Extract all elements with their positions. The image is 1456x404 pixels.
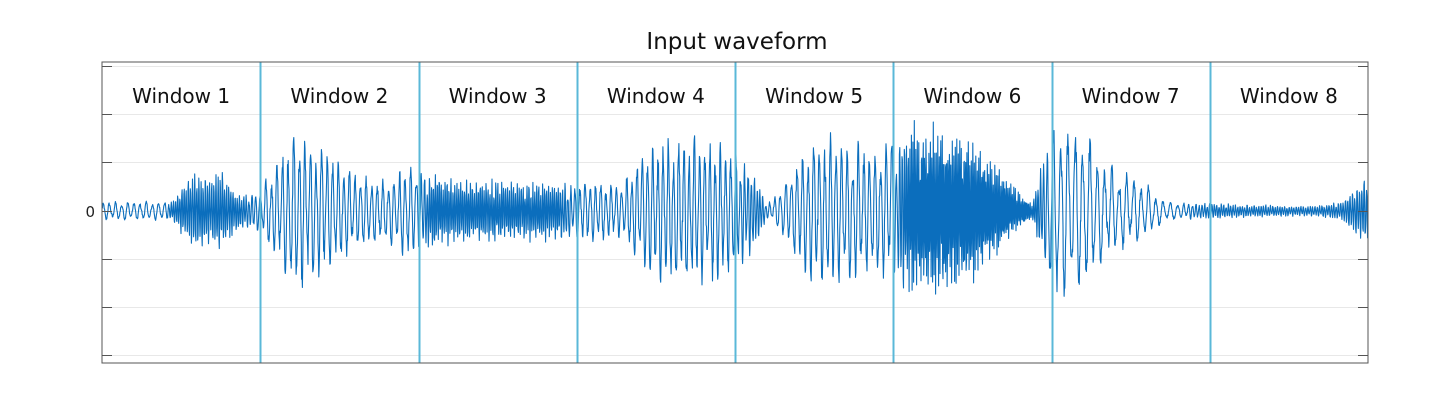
window-label-3: Window 3 xyxy=(449,84,547,108)
window-label-5: Window 5 xyxy=(765,84,863,108)
chart-title: Input waveform xyxy=(646,29,827,55)
window-labels: Window 1 Window 2 Window 3 Window 4 Window 5… xyxy=(132,84,1338,108)
window-label-6: Window 6 xyxy=(923,84,1021,108)
window-label-4: Window 4 xyxy=(607,84,705,108)
window-label-1: Window 1 xyxy=(132,84,230,108)
window-label-2: Window 2 xyxy=(290,84,388,108)
window-label-8: Window 8 xyxy=(1240,84,1338,108)
window-dividers xyxy=(259,62,1212,363)
plot-frame xyxy=(101,61,1369,364)
window-label-7: Window 7 xyxy=(1082,84,1180,108)
y-ticks xyxy=(102,66,1368,356)
y-tick-label: 0 xyxy=(85,203,95,221)
